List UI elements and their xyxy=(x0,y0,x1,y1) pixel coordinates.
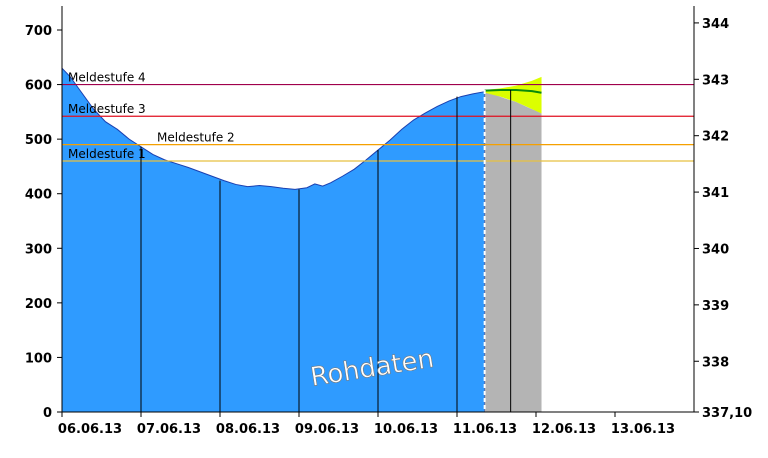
forecast-uncertainty-band xyxy=(484,76,542,114)
series-layer xyxy=(61,66,542,413)
right-tick-label: 338 xyxy=(702,355,729,370)
right-tick-label: 343 xyxy=(702,73,729,88)
right-tick-label: 341 xyxy=(702,186,729,201)
right-tick-label: 340 xyxy=(702,242,729,257)
x-axis-ticks: 06.06.13 07.06.13 08.06.13 09.06.13 10.06.13… xyxy=(58,412,675,437)
measured-level-area xyxy=(61,66,486,413)
left-tick-label: 600 xyxy=(25,79,52,94)
threshold-label: Meldestufe 2 xyxy=(157,131,235,145)
left-axis-ticks: 0 100 200 300 400 500 600 700 xyxy=(25,24,62,421)
forecast-area xyxy=(484,91,542,412)
day-divider-layer xyxy=(140,90,512,412)
left-tick-label: 400 xyxy=(25,188,52,203)
forecast-line xyxy=(484,89,542,94)
threshold-label: Meldestufe 4 xyxy=(68,71,146,85)
x-tick-label: 11.06.13 xyxy=(453,422,517,437)
left-tick-label: 500 xyxy=(25,133,52,148)
right-tick-label: 339 xyxy=(702,299,729,314)
left-tick-label: 300 xyxy=(25,242,52,257)
right-tick-label: 337,10 xyxy=(702,406,752,421)
x-tick-label: 08.06.13 xyxy=(216,422,280,437)
left-tick-label: 0 xyxy=(43,406,52,421)
x-tick-label: 09.06.13 xyxy=(295,422,359,437)
x-tick-label: 06.06.13 xyxy=(58,422,122,437)
x-tick-label: 10.06.13 xyxy=(374,422,438,437)
threshold-label: Meldestufe 1 xyxy=(68,147,146,161)
left-tick-label: 700 xyxy=(25,24,52,39)
x-tick-label: 13.06.13 xyxy=(611,422,675,437)
threshold-label: Meldestufe 3 xyxy=(68,102,146,116)
left-tick-label: 200 xyxy=(25,297,52,312)
right-tick-label: 342 xyxy=(702,130,729,145)
x-tick-label: 12.06.13 xyxy=(532,422,596,437)
left-tick-label: 100 xyxy=(25,351,52,366)
right-axis-ticks: 337,10 338 339 340 341 342 343 344 xyxy=(694,17,752,421)
right-tick-label: 344 xyxy=(702,17,729,32)
x-tick-label: 07.06.13 xyxy=(137,422,201,437)
